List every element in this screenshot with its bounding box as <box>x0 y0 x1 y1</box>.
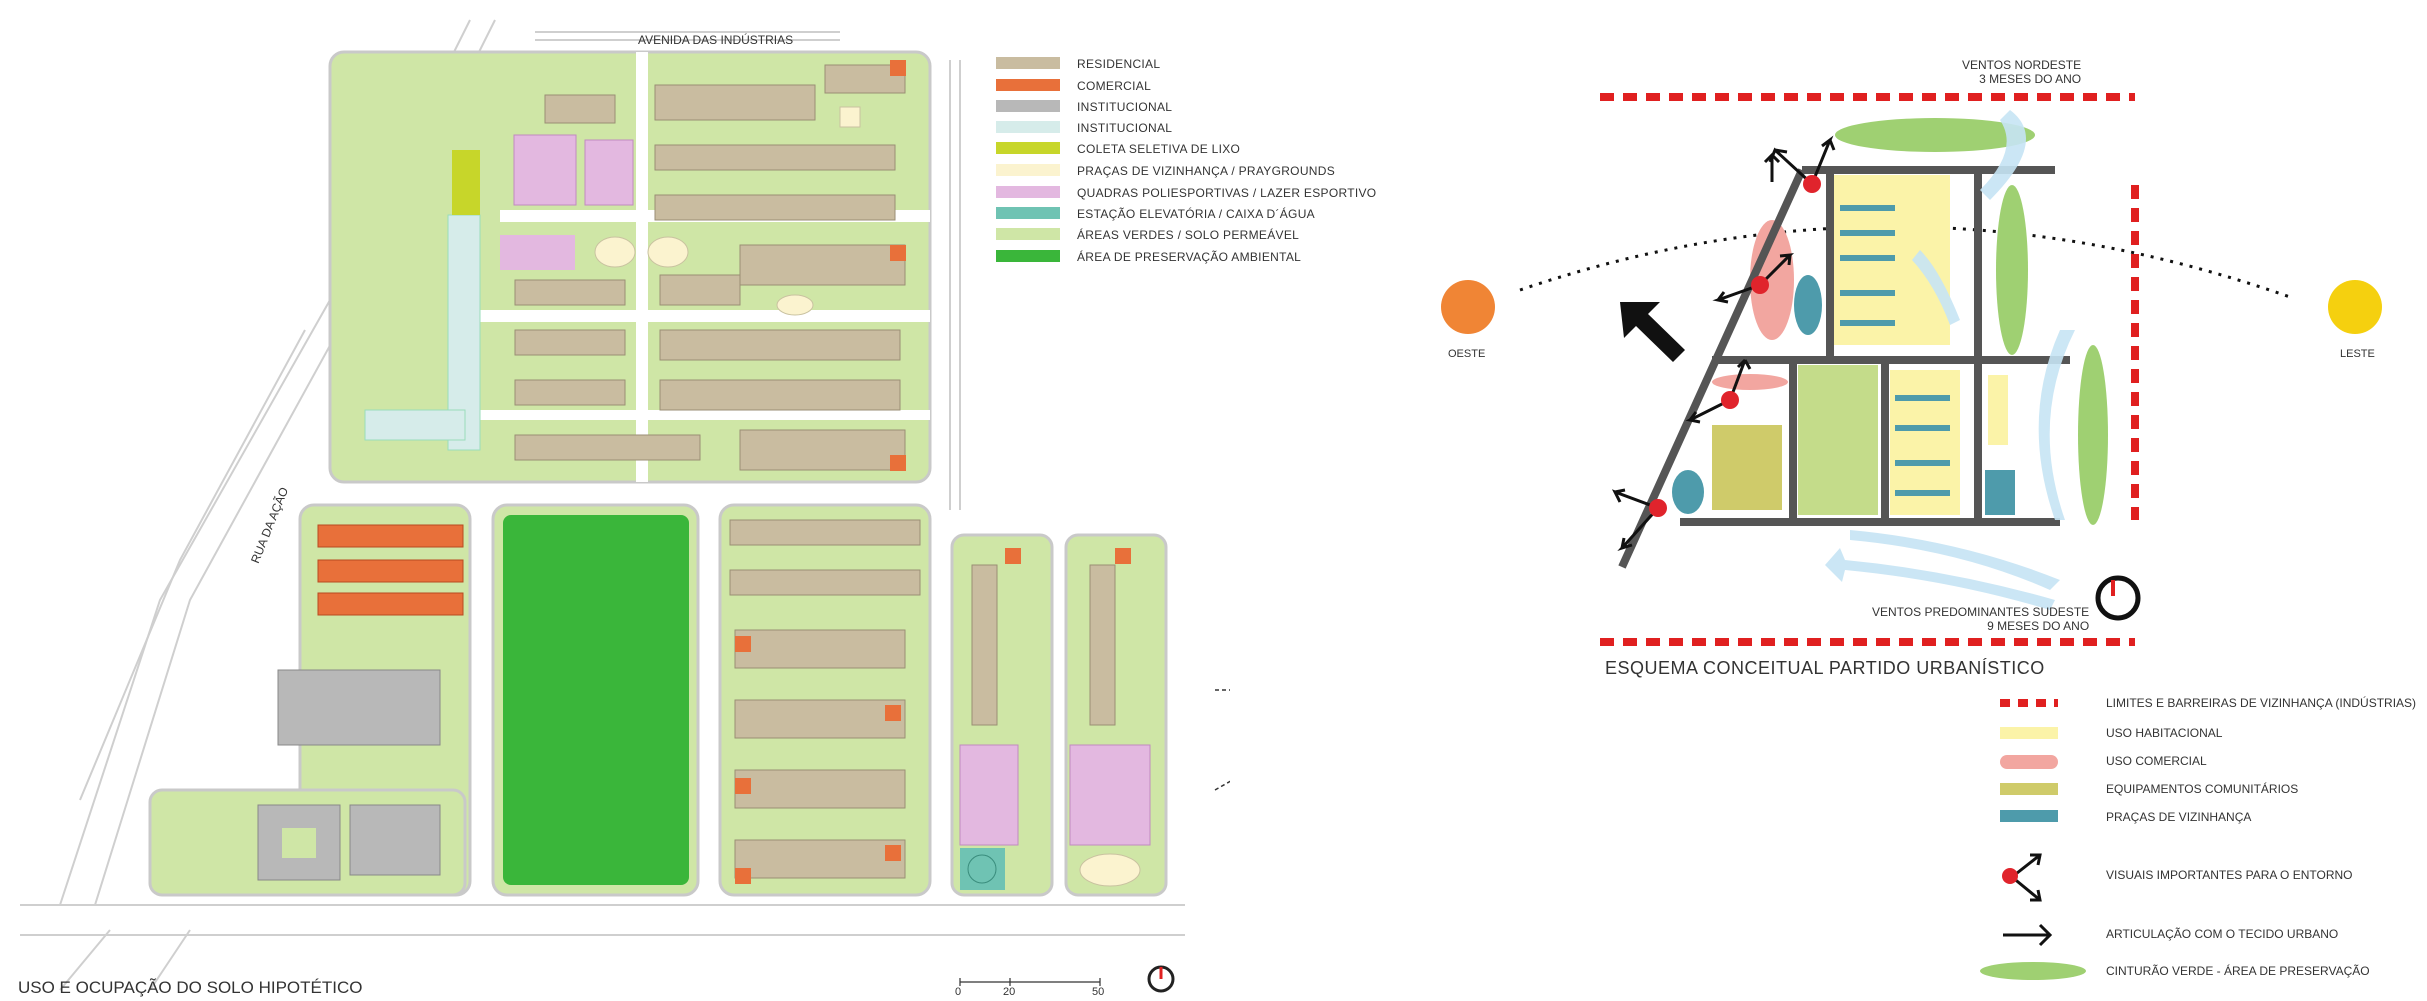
site-plan <box>20 19 1230 993</box>
sports-court <box>584 139 634 206</box>
scheme-title: ESQUEMA CONCEITUAL PARTIDO URBANÍSTICO <box>1605 658 2045 678</box>
viewpoint-marker <box>1721 391 1739 409</box>
legend-swatch <box>996 121 1060 133</box>
legend-swatch <box>996 164 1060 176</box>
east-label: LESTE <box>2340 348 2375 360</box>
legend-label: COMERCIAL <box>1077 79 1152 93</box>
legend-swatch <box>996 250 1060 262</box>
legend-label: USO HABITACIONAL <box>2106 726 2223 740</box>
winds-se-line1: VENTOS PREDOMINANTES SUDESTE <box>1872 605 2090 619</box>
scale-50: 50 <box>1092 986 1105 998</box>
sun-west <box>1441 280 1495 334</box>
legend-label: VISUAIS IMPORTANTES PARA O ENTORNO <box>2106 868 2353 882</box>
legend-label: ÁREAS VERDES / SOLO PERMEÁVEL <box>1077 228 1300 242</box>
winds-ne-label: VENTOS NORDESTE 3 MESES DO ANO <box>1962 58 2081 86</box>
winds-se-label: VENTOS PREDOMINANTES SUDESTE 9 MESES DO … <box>1872 605 2089 633</box>
legend-swatch <box>996 186 1060 198</box>
scale-0: 0 <box>955 986 962 998</box>
legend-swatch <box>996 207 1060 219</box>
waste-collection <box>452 150 480 215</box>
legend-swatch <box>996 57 1060 69</box>
sports-court <box>959 744 1019 846</box>
street-top-label: AVENIDA DAS INDÚSTRIAS <box>638 33 794 47</box>
legend-label: ARTICULAÇÃO COM O TECIDO URBANO <box>2106 927 2339 941</box>
plan-title: USO E OCUPAÇÃO DO SOLO HIPOTÉTICO <box>18 978 363 997</box>
sports-court <box>513 134 577 206</box>
winds-ne-line2: 3 MESES DO ANO <box>1979 72 2082 86</box>
viewpoint-marker <box>1803 175 1821 193</box>
legend-label: CINTURÃO VERDE - ÁREA DE PRESERVAÇÃO <box>2106 964 2370 978</box>
winds-ne-line1: VENTOS NORDESTE <box>1962 58 2082 72</box>
west-label: OESTE <box>1448 348 1486 360</box>
legend-swatch <box>996 142 1060 154</box>
legend-label: PRAÇAS DE VIZINHANÇA / PRAYGROUNDS <box>1077 164 1336 178</box>
legend-swatch <box>996 228 1060 240</box>
legend-label: LIMITES E BARREIRAS DE VIZINHANÇA (INDÚS… <box>2106 696 2417 710</box>
winds-se-line2: 9 MESES DO ANO <box>1987 619 2090 633</box>
sports-court <box>1069 744 1151 846</box>
legend-label: ESTAÇÃO ELEVATÓRIA / CAIXA D´ÁGUA <box>1077 207 1315 221</box>
legend-label: RESIDENCIAL <box>1077 57 1161 71</box>
legend-label: PRAÇAS DE VIZINHANÇA <box>2106 810 2252 824</box>
legend-label: QUADRAS POLIESPORTIVAS / LAZER ESPORTIVO <box>1077 186 1377 200</box>
viewpoint-marker <box>1649 499 1667 517</box>
viewpoint-marker <box>1751 276 1769 294</box>
scale-20: 20 <box>1003 986 1016 998</box>
legend-swatch <box>996 100 1060 112</box>
legend-label: ÁREA DE PRESERVAÇÃO AMBIENTAL <box>1077 250 1302 264</box>
legend-label: USO COMERCIAL <box>2106 754 2207 768</box>
legend-label: COLETA SELETIVA DE LIXO <box>1077 142 1241 156</box>
legend-label: INSTITUCIONAL <box>1077 121 1173 135</box>
legend-label: EQUIPAMENTOS COMUNITÁRIOS <box>2106 782 2299 796</box>
sun-east <box>2328 280 2382 334</box>
legend-label: INSTITUCIONAL <box>1077 100 1173 114</box>
legend-swatch <box>996 79 1060 91</box>
